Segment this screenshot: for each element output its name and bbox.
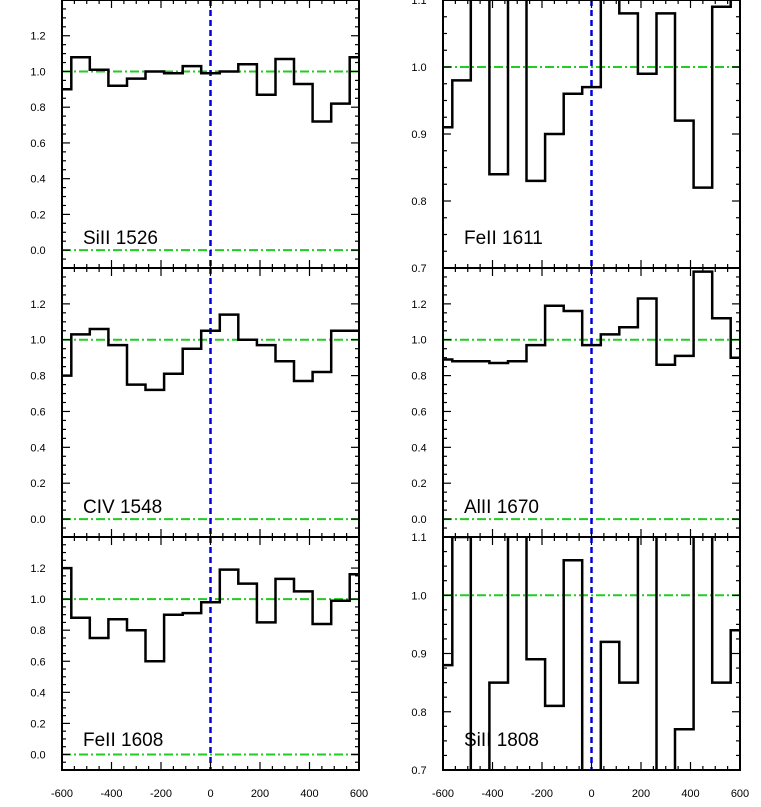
y-tick-label: 0.6 xyxy=(411,406,426,418)
x-tick-label: -600 xyxy=(51,788,73,800)
x-tick-label: -400 xyxy=(481,788,503,800)
x-tick-label: -400 xyxy=(100,788,122,800)
x-tick-label: 600 xyxy=(350,788,368,800)
y-tick-label: 1.0 xyxy=(411,590,426,602)
x-tick-label: 200 xyxy=(251,788,269,800)
x-tick-label: -200 xyxy=(531,788,553,800)
y-tick-label: 1.0 xyxy=(30,594,45,606)
y-tick-label: 1.1 xyxy=(411,0,426,7)
y-tick-label: 0.2 xyxy=(30,478,45,490)
panel-0: 0.0 0.2 0.4 0.6 0.8 1.0 1.2 SiII 1526 xyxy=(30,0,360,269)
y-tick-label: 0.0 xyxy=(411,514,426,526)
y-tick-label: 0.2 xyxy=(30,718,45,730)
y-tick-label: 0.8 xyxy=(30,371,45,383)
panel-label: SiII 1526 xyxy=(83,228,158,249)
spectrum-series xyxy=(62,313,359,392)
y-tick-label: 0.8 xyxy=(30,102,45,114)
y-tick-label: 1.1 xyxy=(411,532,426,544)
y-tick-label: 1.0 xyxy=(411,335,426,347)
y-tick-label: 0.6 xyxy=(30,138,45,150)
y-tick-label: 0.7 xyxy=(411,765,426,777)
panel-label: FeII 1611 xyxy=(464,228,543,249)
panel-label: FeII 1608 xyxy=(83,730,163,751)
panel-1: 0.7 0.8 0.9 1.0 1.1 FeII 1611 xyxy=(411,0,741,275)
panel-5: 0.7 0.8 0.9 1.0 1.1 SiII 1808 xyxy=(411,532,741,777)
y-tick-label: 1.2 xyxy=(30,563,45,575)
y-tick-label: 0.6 xyxy=(30,656,45,668)
x-tick-label: -600 xyxy=(432,788,454,800)
x-tick-label: 200 xyxy=(632,788,650,800)
y-tick-label: 1.0 xyxy=(30,66,45,78)
x-tick-label: -200 xyxy=(150,788,172,800)
y-tick-label: 0.8 xyxy=(411,371,426,383)
y-tick-label: 0.4 xyxy=(411,442,426,454)
panel-4: 0.0 0.2 0.4 0.6 0.8 1.0 1.2 FeII 1608 xyxy=(30,536,360,771)
y-tick-label: 0.8 xyxy=(411,196,426,208)
panel-2: 0.0 0.2 0.4 0.6 0.8 1.0 1.2 CIV 1548 xyxy=(30,267,360,538)
y-tick-label: 0.4 xyxy=(30,442,45,454)
y-tick-label: 0.0 xyxy=(30,749,45,761)
y-tick-label: 0.8 xyxy=(411,707,426,719)
y-tick-label: 1.0 xyxy=(411,62,426,74)
y-tick-label: 0.2 xyxy=(30,209,45,221)
panel-3: 0.0 0.2 0.4 0.6 0.8 1.0 1.2 AlII 1670 xyxy=(411,267,741,538)
y-tick-label: 0.9 xyxy=(411,649,426,661)
panel-label: AlII 1670 xyxy=(464,497,539,518)
spectrum-series xyxy=(443,0,732,189)
y-tick-label: 0.4 xyxy=(30,687,45,699)
y-tick-label: 1.2 xyxy=(30,299,45,311)
x-tick-label: 400 xyxy=(300,788,318,800)
y-tick-label: 0.8 xyxy=(30,625,45,637)
x-tick-label: 0 xyxy=(588,788,594,800)
y-tick-label: 0.9 xyxy=(411,129,426,141)
y-tick-label: 0.0 xyxy=(30,245,45,257)
spectrum-series xyxy=(62,566,359,663)
spectrum-series xyxy=(62,55,359,123)
panel-label: SiII 1808 xyxy=(464,730,539,751)
y-tick-label: 0.0 xyxy=(30,514,45,526)
y-tick-label: 0.6 xyxy=(30,406,45,418)
y-tick-label: 1.0 xyxy=(30,335,45,347)
y-tick-label: 1.2 xyxy=(30,31,45,43)
spectrum-series xyxy=(443,537,740,770)
spectrum-series xyxy=(443,270,740,367)
y-tick-label: 0.4 xyxy=(30,174,45,186)
y-tick-label: 0.7 xyxy=(411,263,426,275)
x-tick-label: 400 xyxy=(681,788,699,800)
y-tick-label: 1.2 xyxy=(411,299,426,311)
panel-label: CIV 1548 xyxy=(83,497,162,518)
y-tick-label: 0.2 xyxy=(411,478,426,490)
x-tick-label: 0 xyxy=(207,788,213,800)
x-tick-label: 600 xyxy=(731,788,749,800)
